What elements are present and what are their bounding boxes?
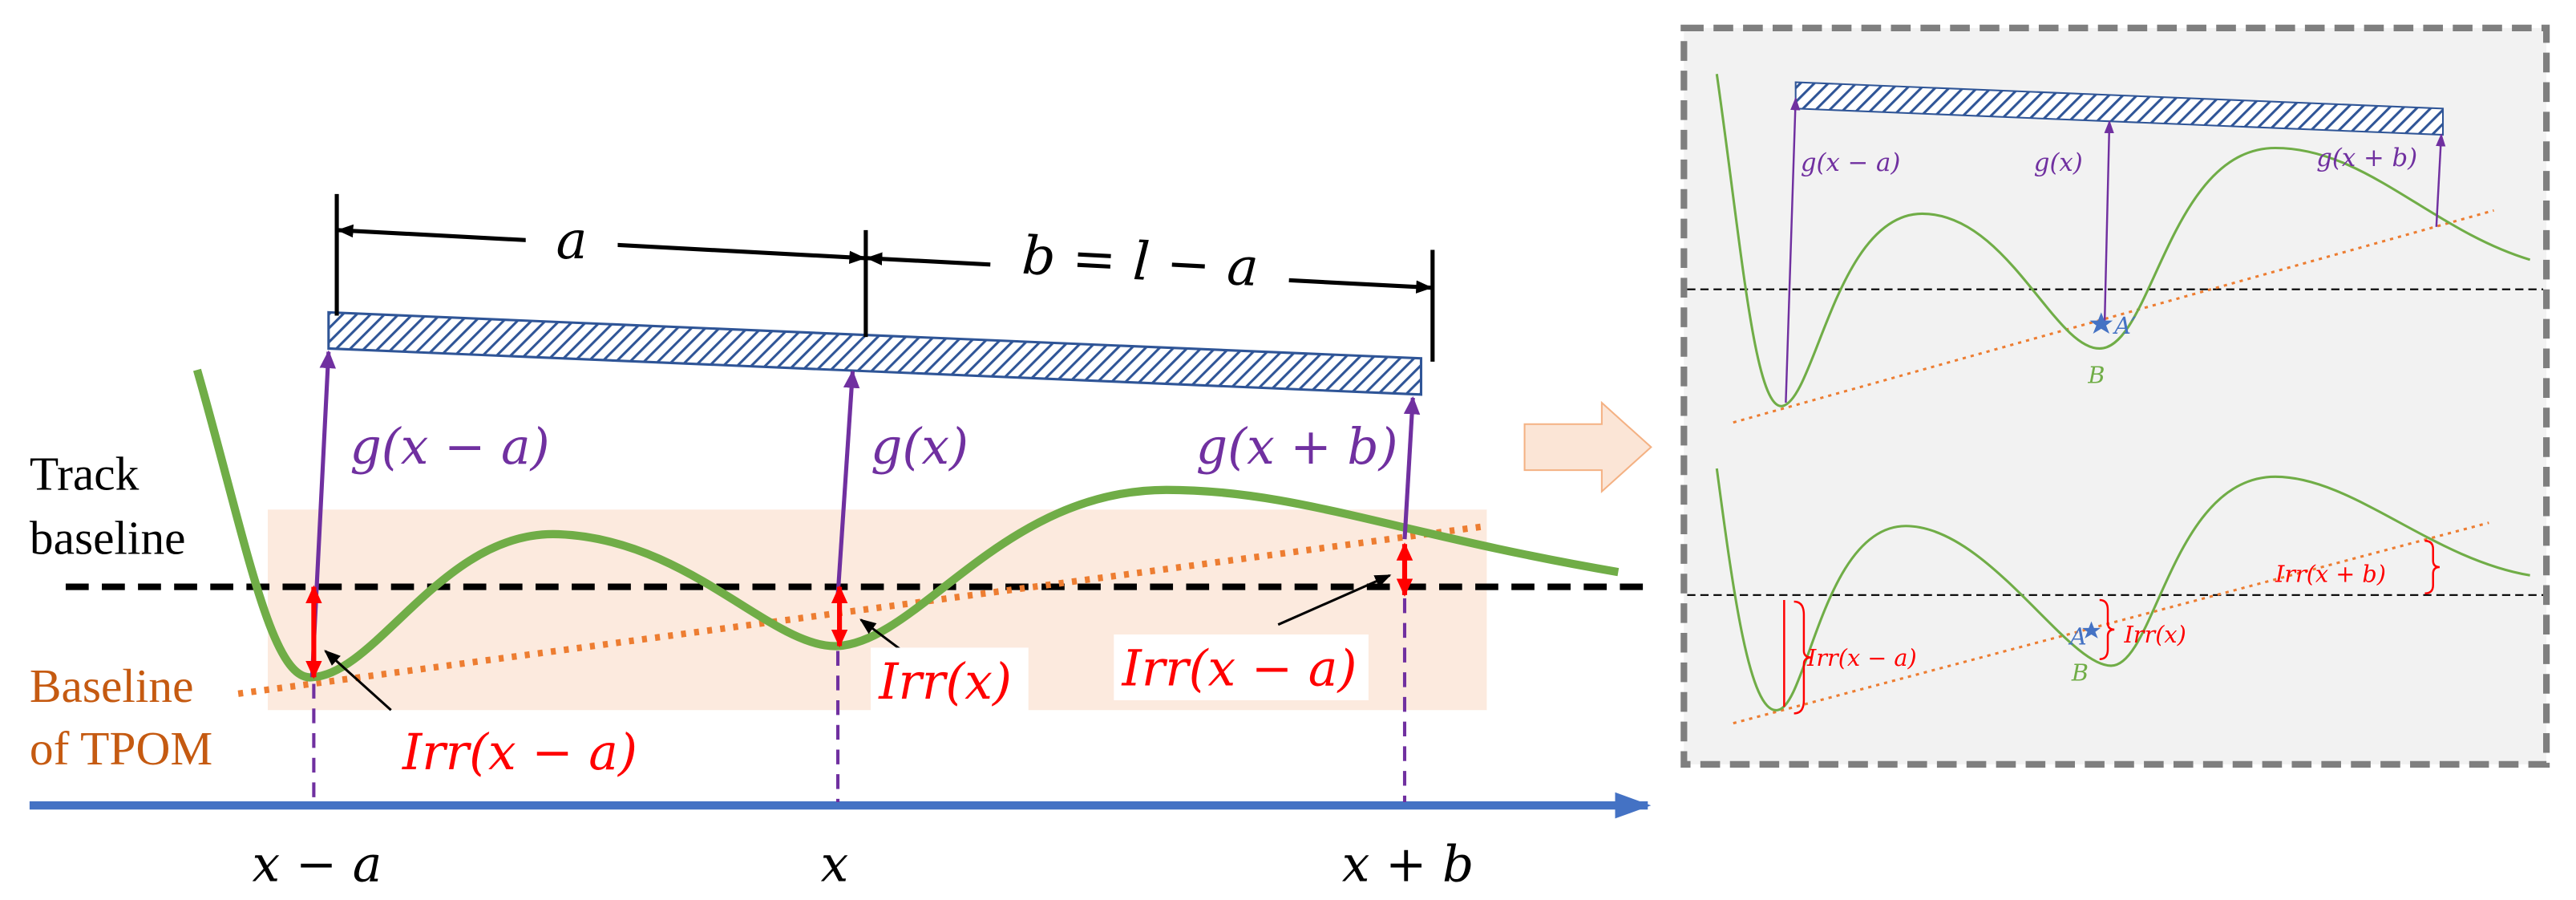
pointer-arrow: [1277, 574, 1392, 626]
tpom-baseline-label: Baseline: [30, 659, 194, 712]
label-box: [394, 716, 649, 783]
inset-point-label: B: [2087, 361, 2105, 388]
inset-tpom-baseline: [1733, 209, 2494, 424]
inset-point-marker: [2082, 621, 2101, 639]
inset-irregularity-label: Irr(x − a): [1806, 644, 1917, 671]
inset-point-marker: [2089, 312, 2113, 334]
label-group: b = l − a: [988, 209, 1292, 315]
inset-irregularity-label: Irr(x): [2123, 621, 2186, 648]
dimension-b-label: b = l − a: [1021, 225, 1260, 298]
inset-brace: [1793, 600, 1813, 715]
gauge-label: g(x + b): [1196, 419, 1398, 476]
transition-arrow: [1523, 400, 1652, 494]
gauge-label: g(x − a): [350, 419, 549, 476]
inset-brace: [2099, 598, 2115, 660]
track-baseline-label: Track: [30, 448, 140, 501]
inset-gauge-label: g(x + b): [2316, 144, 2417, 172]
tpom-baseline-label: of TPOM: [30, 722, 212, 775]
label-box: [988, 209, 1292, 315]
inset-gauge-line: [2103, 120, 2114, 329]
gauge-arrow: [1402, 395, 1421, 540]
inset-tpom-baseline: [1733, 521, 2489, 725]
inset-point-label: A′: [2112, 312, 2137, 339]
inset-irregularity-label: Irr(x + b): [2275, 560, 2386, 587]
inset-gauge-label: g(x): [2034, 148, 2083, 177]
irregularity-label: Irr(x − a): [402, 724, 637, 781]
inset-gauge-label: g(x − a): [1801, 148, 1901, 177]
pointer-arrow: [859, 618, 901, 651]
x-position-label: x: [821, 836, 849, 893]
inset-track-curve: [1715, 468, 2530, 711]
label-box: [871, 647, 1029, 714]
inset-frame: [1680, 24, 2550, 768]
x-position-label: x + b: [1342, 836, 1474, 893]
x-position-label: x − a: [253, 836, 382, 893]
label-box: [1114, 634, 1369, 700]
inset-point-label: B: [2071, 659, 2089, 686]
label-box: [525, 197, 618, 283]
inset-track-curve: [1715, 74, 2531, 407]
inset-brace: [2424, 539, 2440, 595]
track-curve: [192, 368, 1620, 682]
irregularity-label: Irr(x): [878, 654, 1012, 711]
dimension-a-label: a: [556, 210, 588, 271]
inset-gauge-line: [1785, 96, 1801, 403]
track-baseline-label: baseline: [30, 512, 186, 565]
inset-gauge-line: [2435, 133, 2446, 227]
vehicle-beam: [327, 310, 1423, 396]
irregularity-label: Irr(x − a): [1122, 641, 1357, 698]
gauge-arrow: [835, 370, 860, 596]
pointer-arrow: [324, 650, 392, 711]
gauge-label: g(x): [871, 419, 969, 476]
inset-point-label: A: [2068, 622, 2087, 650]
